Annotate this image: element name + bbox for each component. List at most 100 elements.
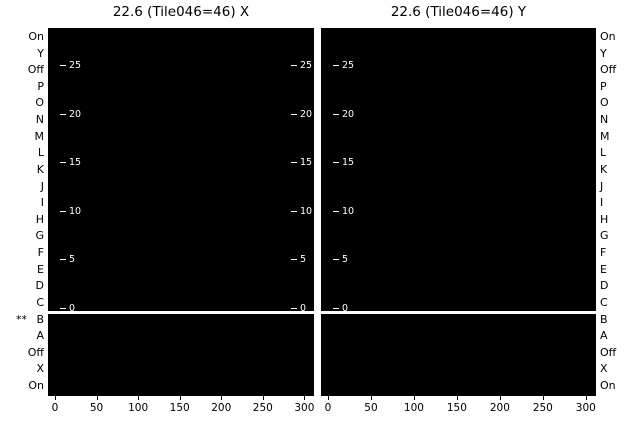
category-label-left-13-f: F (37, 246, 44, 260)
x-axis-x-panel: 0 50 100 150 200 250 300 (48, 396, 314, 436)
category-tick-mark (48, 252, 51, 254)
category-label-right-8-k: K (600, 162, 608, 176)
inner-ytick-label-right-x-20: 20 (291, 108, 313, 120)
category-tick-mark (48, 318, 51, 320)
category-label-left-18-a: A (36, 329, 44, 343)
category-tick-mark (321, 351, 324, 353)
category-label-right-3-p: P (600, 79, 607, 93)
x-tick-mark-250 (542, 396, 544, 400)
category-label-left-0-on: On (28, 30, 44, 43)
category-label-left-2-off: Off (27, 63, 44, 77)
category-label-left-17-b: B (36, 312, 44, 326)
x-tick-mark-0 (328, 396, 329, 400)
category-label-right-10-i: I (600, 196, 604, 210)
category-label-right-14-e: E (600, 262, 607, 276)
category-tick-mark (321, 152, 324, 154)
inner-ytick-text: 20 (69, 108, 82, 120)
x-tick-mark-250 (262, 396, 264, 400)
category-tick-mark (48, 285, 51, 287)
category-label-left-4-o: O (35, 96, 44, 110)
inner-ytick-text: 5 (342, 254, 349, 266)
inner-ytick-text: 0 (300, 303, 307, 312)
inner-ytick-dash-icon (333, 210, 339, 212)
category-label-right-1-y: Y (600, 46, 607, 60)
plot-area-x-upper[interactable]: 25 25 20 20 15 15 10 10 5 5 0 0 (48, 28, 314, 311)
category-tick-mark (321, 368, 324, 370)
inner-ytick-dash-icon (333, 259, 339, 261)
category-tick-mark (48, 69, 51, 71)
inner-ytick-label-right-x-15: 15 (291, 158, 312, 168)
x-tick-mark-200 (221, 396, 223, 400)
category-label-right-13-f: F (600, 246, 607, 260)
inner-ytick-label-right-x-10: 10 (291, 206, 312, 217)
category-label-right-21-on: On (600, 379, 616, 393)
inner-ytick-text: 10 (342, 205, 355, 217)
category-axis-left: On Y Off P O N M L K J I H G F E D C B ** A Off X On (0, 28, 44, 396)
category-label-right-12-g: G (600, 229, 609, 243)
category-label-right-16-c: C (600, 295, 608, 309)
plot-area-x-lower[interactable] (48, 314, 314, 396)
category-tick-mark (48, 52, 51, 54)
x-tick-mark-200 (499, 396, 501, 400)
category-label-left-3-p: P (37, 79, 44, 93)
category-tick-mark (48, 301, 51, 303)
inner-ytick-text: 5 (69, 254, 76, 266)
category-label-left-10-i: I (40, 196, 44, 210)
inner-ytick-dash-icon (333, 308, 339, 309)
inner-ytick-dash-icon (60, 113, 66, 115)
x-tick-label-250: 250 (532, 402, 553, 414)
inner-ytick-dash-icon (60, 210, 66, 212)
inner-ytick-dash-icon (60, 65, 66, 66)
inner-ytick-text: 20 (300, 108, 313, 120)
category-label-right-11-h: H (600, 212, 609, 226)
x-tick-mark-100 (138, 396, 140, 400)
category-label-right-0-on: On (600, 30, 616, 43)
x-tick-label-100: 100 (128, 402, 149, 414)
inner-ytick-text: 25 (300, 60, 313, 71)
inner-ytick-text: 15 (69, 157, 82, 169)
inner-ytick-dash-icon (333, 65, 339, 66)
category-label-left-15-d: D (35, 279, 44, 293)
inner-ytick-label-left-x-20: 20 (60, 108, 82, 120)
category-tick-mark (48, 135, 51, 137)
category-label-left-9-j: J (40, 179, 44, 193)
category-tick-mark (321, 252, 324, 254)
category-tick-mark (321, 235, 324, 237)
x-axis-y-panel: 0 50 100 150 200 250 300 (321, 396, 596, 436)
category-tick-mark (321, 335, 324, 337)
category-tick-mark (321, 285, 324, 287)
inner-ytick-label-right-x-5: 5 (291, 255, 306, 265)
x-tick-mark-150 (179, 396, 181, 400)
category-label-left-21-on: On (28, 379, 44, 393)
inner-ytick-text: 25 (342, 60, 355, 71)
plot-area-y-lower[interactable] (321, 314, 596, 396)
inner-ytick-dash-icon (333, 113, 339, 115)
inner-ytick-dash-icon (291, 65, 297, 66)
inner-ytick-label-left-y-25: 25 (333, 61, 354, 71)
inner-ytick-text: 5 (300, 254, 307, 266)
category-tick-mark (321, 218, 324, 220)
category-tick-mark (321, 135, 324, 137)
inner-ytick-label-right-x-0: 0 (291, 304, 306, 311)
inner-ytick-label-left-y-0: 0 (333, 304, 348, 311)
category-label-right-18-a: A (600, 329, 608, 343)
category-label-right-9-j: J (600, 179, 604, 193)
x-tick-label-200: 200 (211, 402, 232, 414)
category-tick-mark (48, 235, 51, 237)
inner-ytick-dash-icon (291, 259, 297, 261)
x-tick-mark-150 (456, 396, 458, 400)
category-tick-mark (48, 85, 51, 87)
category-tick-mark (48, 152, 51, 154)
inner-ytick-label-left-y-20: 20 (333, 109, 354, 120)
x-tick-label-50: 50 (89, 402, 104, 414)
x-tick-label-200: 200 (489, 402, 510, 414)
category-tick-mark (321, 52, 324, 54)
category-label-right-17-b: B (600, 312, 608, 326)
category-label-right-2-off: Off (600, 63, 617, 77)
x-tick-label-0: 0 (51, 402, 59, 414)
category-tick-mark (321, 168, 324, 170)
category-tick-mark (48, 385, 51, 387)
category-tick-mark (48, 119, 51, 121)
